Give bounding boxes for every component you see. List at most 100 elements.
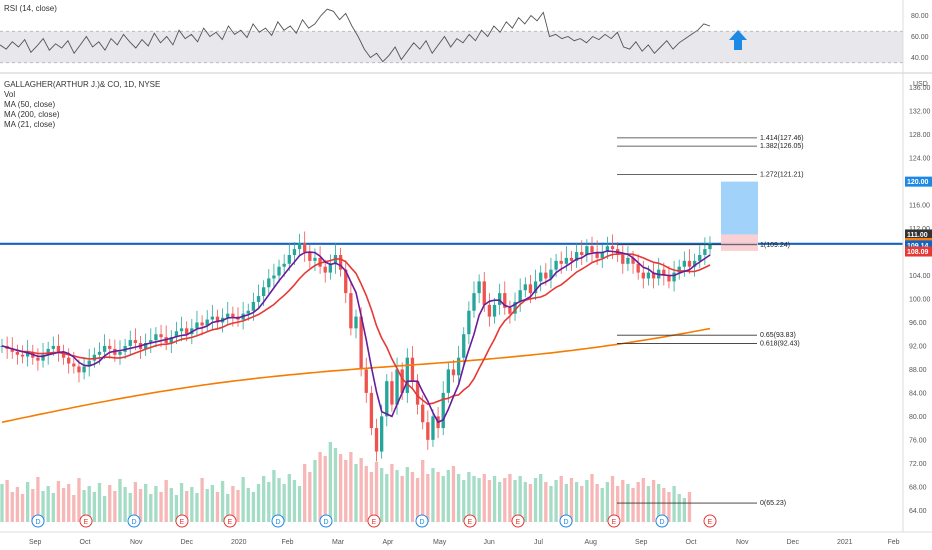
- target-zone: [721, 181, 758, 235]
- candle-body: [226, 313, 230, 318]
- volume-bar: [503, 478, 507, 522]
- volume-bar: [390, 464, 394, 522]
- volume-bar: [359, 458, 363, 522]
- x-axis-label-15: Dec: [787, 539, 800, 546]
- volume-bar: [539, 474, 543, 522]
- candle-body: [513, 301, 517, 314]
- event-marker-label-12: E: [612, 519, 617, 526]
- candle-body: [554, 260, 558, 270]
- volume-bar: [374, 462, 379, 522]
- volume-bar: [323, 456, 327, 522]
- volume-bar: [174, 495, 179, 522]
- candle-body: [400, 369, 404, 393]
- volume-bar: [149, 494, 153, 522]
- candle-body: [328, 263, 333, 273]
- ma200-line: [1, 327, 711, 423]
- candle-body: [364, 369, 368, 393]
- volume-bar: [41, 491, 45, 522]
- price-tick-label-2: 128.00: [909, 132, 931, 139]
- volume-bar: [102, 496, 107, 522]
- candle-body: [390, 381, 394, 405]
- candle-body: [51, 345, 55, 349]
- x-axis-label-7: Apr: [383, 539, 395, 546]
- candle-body: [61, 351, 66, 358]
- volume-bar: [36, 477, 40, 522]
- candle-body: [297, 243, 302, 250]
- volume-bar: [10, 492, 14, 522]
- candle-body: [174, 331, 179, 338]
- candle-body: [410, 357, 415, 382]
- ma21-line: [1, 250, 711, 424]
- candle-body: [651, 272, 656, 279]
- event-marker: [655, 514, 669, 528]
- price-badge: [905, 176, 932, 187]
- candle-body: [205, 319, 209, 326]
- candle-body: [687, 260, 692, 267]
- volume-bar: [646, 486, 651, 522]
- candle-body: [636, 263, 640, 273]
- x-axis-label-13: Oct: [686, 539, 697, 546]
- volume-bar: [97, 483, 102, 522]
- x-axis-label-12: Sep: [635, 539, 648, 546]
- candle-body: [179, 328, 184, 332]
- candle-body: [533, 281, 538, 294]
- candle-body: [15, 351, 20, 355]
- event-marker: [367, 514, 381, 528]
- x-axis-label-11: Aug: [585, 539, 598, 546]
- volume-bar: [113, 491, 117, 522]
- volume-bar: [467, 472, 471, 522]
- volume-bar: [487, 480, 492, 522]
- candle-body: [210, 316, 215, 320]
- candle-body: [451, 369, 456, 376]
- fib-level-label-1: 1.382(126.05): [760, 143, 804, 150]
- candle-body: [282, 263, 286, 267]
- volume-bar: [405, 467, 409, 522]
- price-tick-label-1: 132.00: [909, 109, 931, 116]
- candle-body: [431, 416, 435, 440]
- volume-bar: [344, 460, 348, 522]
- candle-body: [20, 354, 25, 357]
- volume-bar: [672, 486, 676, 522]
- candle-body: [82, 366, 86, 373]
- volume-bar: [446, 470, 451, 522]
- candle-body: [185, 328, 189, 335]
- volume-bar: [651, 480, 656, 522]
- volume-bar: [272, 470, 276, 522]
- candle-body: [605, 246, 610, 253]
- volume-bar: [51, 493, 55, 522]
- candle-body: [277, 266, 281, 276]
- volume-bar: [220, 481, 225, 522]
- volume-bar: [20, 494, 25, 522]
- candle-body: [261, 287, 266, 297]
- x-axis-label-0: Sep: [29, 539, 42, 546]
- volume-bar: [456, 474, 461, 522]
- candle-body: [200, 322, 204, 326]
- candle-body: [621, 254, 625, 264]
- event-marker-label-6: D: [324, 519, 329, 526]
- candle-body: [677, 266, 681, 273]
- x-axis-label-9: Jun: [484, 539, 495, 546]
- candle-body: [641, 272, 645, 279]
- candle-body: [143, 343, 148, 349]
- volume-bar: [574, 482, 579, 522]
- x-axis-label-1: Oct: [80, 539, 91, 546]
- volume-bar: [215, 492, 220, 522]
- volume-bar: [15, 487, 20, 522]
- candle-body: [682, 260, 687, 267]
- price-badge: [905, 246, 932, 257]
- legend-ma200: MA (200, close): [4, 110, 60, 119]
- price-badge-label-1: 111.00: [907, 232, 928, 239]
- volume-bar: [554, 480, 558, 522]
- candle-body: [703, 249, 707, 255]
- volume-bar: [108, 485, 112, 522]
- candle-body: [698, 254, 702, 261]
- candle-body: [159, 334, 163, 338]
- candle-body: [56, 345, 61, 352]
- price-badge: [905, 229, 932, 240]
- event-marker-label-13: D: [660, 519, 665, 526]
- candle-body: [169, 337, 173, 344]
- volume-bar: [231, 486, 235, 522]
- x-axis-label-4: 2020: [231, 539, 247, 546]
- volume-bar: [497, 482, 502, 522]
